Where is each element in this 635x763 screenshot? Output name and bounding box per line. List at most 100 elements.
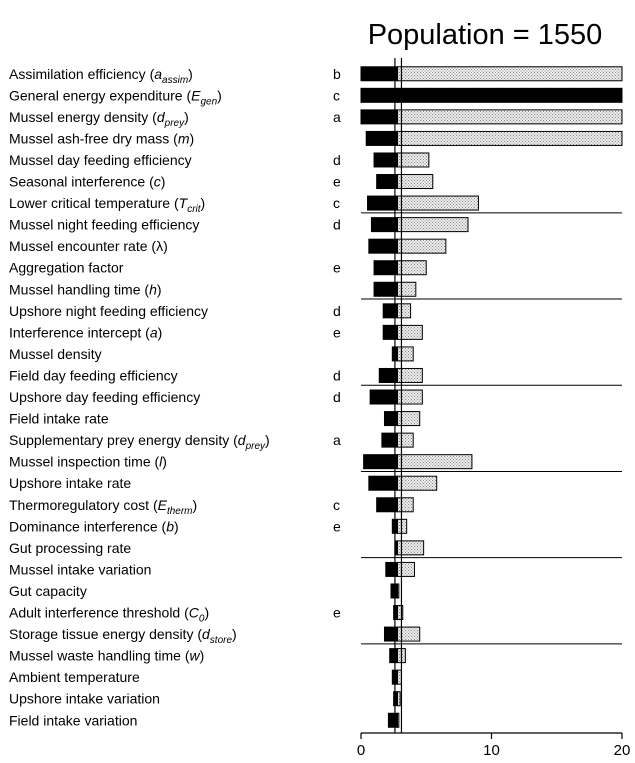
parameter-label: Lower critical temperature (Tcrit) [9, 195, 205, 215]
parameter-subscript: prey [164, 118, 185, 129]
parameter-label: Thermoregulatory cost (Etherm) [9, 497, 197, 517]
x-axis: 0 10 20 [357, 732, 630, 759]
group-letter: c [333, 87, 340, 103]
increase-bar [397, 626, 421, 642]
parameter-label: Mussel intake variation [9, 561, 151, 577]
parameter-label-text: Ambient temperature [9, 669, 140, 685]
parameter-label-text: General energy expenditure ( [9, 87, 191, 103]
x-tick-label: 10 [483, 742, 500, 759]
parameter-label: Aggregation factor [9, 260, 124, 276]
parameter-symbol: h [149, 281, 157, 297]
parameter-label: Seasonal interference (c) [9, 174, 165, 190]
parameter-label-text: Adult interference threshold ( [9, 605, 189, 621]
parameter-symbol: d [238, 432, 247, 448]
parameter-label: Mussel day feeding efficiency [9, 152, 192, 168]
group-letter: d [333, 217, 341, 233]
group-letter: d [333, 389, 341, 405]
parameter-label-text: Upshore intake variation [9, 691, 160, 707]
parameter-label: Field intake rate [9, 411, 109, 427]
parameter-label-text: Thermoregulatory cost ( [9, 497, 158, 513]
decrease-bar [370, 217, 399, 233]
parameter-close: ) [174, 518, 179, 534]
parameter-label: Mussel inspection time (l) [9, 454, 167, 470]
parameter-subscript: crit [187, 204, 202, 215]
increase-bar [397, 66, 623, 82]
parameter-symbol: a [154, 66, 162, 82]
parameter-close: ) [157, 281, 162, 297]
decrease-bar [397, 87, 623, 103]
increase-bar [397, 475, 438, 491]
increase-bar [397, 281, 417, 297]
parameter-symbol: w [190, 648, 201, 664]
increase-bar [397, 712, 400, 728]
parameter-close: ) [188, 66, 193, 82]
decrease-bar [368, 475, 399, 491]
increase-bar [397, 174, 434, 190]
group-letter: d [333, 367, 341, 383]
parameter-subscript: 0 [199, 614, 205, 625]
decrease-bar [389, 648, 399, 664]
parameter-close: ) [265, 432, 270, 448]
decrease-bar [383, 626, 399, 642]
group-letter: e [333, 174, 341, 190]
parameter-symbol: b [166, 518, 174, 534]
group-letter: e [333, 518, 341, 534]
decrease-bar [373, 152, 399, 168]
parameter-label: Mussel night feeding efficiency [9, 217, 199, 233]
decrease-bar [373, 260, 399, 276]
group-letter: e [333, 260, 341, 276]
parameter-symbol: C [189, 605, 200, 621]
increase-bar [397, 346, 414, 362]
parameter-label-text: Upshore intake rate [9, 475, 131, 491]
parameter-label-text: Storage tissue energy density ( [9, 626, 202, 642]
decrease-bar [368, 238, 399, 254]
decrease-bar [373, 281, 399, 297]
increase-bar [397, 367, 423, 383]
parameter-label: Mussel encounter rate (λ) [9, 238, 168, 254]
increase-bar [397, 324, 423, 340]
parameter-close: ) [232, 626, 237, 642]
parameter-label-text: Seasonal interference ( [9, 174, 154, 190]
decrease-bar [393, 605, 399, 621]
decrease-bar [390, 583, 399, 599]
parameter-label-text: Gut processing rate [9, 540, 131, 556]
increase-bar [397, 605, 404, 621]
decrease-bar [360, 66, 399, 82]
parameter-subscript: prey [245, 441, 266, 452]
increase-bar [397, 454, 473, 470]
parameter-label-text: Mussel night feeding efficiency [9, 217, 199, 233]
x-tick-label: 0 [357, 742, 365, 759]
parameter-label: Mussel waste handling time (w) [9, 648, 204, 664]
parameter-label-text: Mussel handling time ( [9, 281, 149, 297]
group-letter: a [333, 432, 341, 448]
increase-bar [397, 518, 408, 534]
group-letter: e [333, 324, 341, 340]
increase-bar [397, 691, 401, 707]
increase-bar [397, 303, 412, 319]
increase-bar [397, 109, 623, 125]
parameter-label: Mussel density [9, 346, 102, 362]
parameter-label: Field intake variation [9, 712, 137, 728]
parameter-label: Upshore intake rate [9, 475, 131, 491]
group-letter: d [333, 152, 341, 168]
parameter-label: Adult interference threshold (C0) [9, 605, 209, 625]
parameter-subscript: assim [162, 75, 188, 86]
parameter-close: ) [161, 174, 166, 190]
group-letter: d [333, 303, 341, 319]
parameter-subscript: therm [167, 506, 193, 517]
parameter-label: Upshore intake variation [9, 691, 160, 707]
increase-bar [397, 130, 623, 146]
parameter-label: Mussel energy density (dprey) [9, 109, 189, 129]
parameter-label-text: Mussel day feeding efficiency [9, 152, 192, 168]
parameter-symbol: c [154, 174, 161, 190]
increase-bar [397, 195, 479, 211]
parameter-close: ) [200, 648, 205, 664]
decrease-bar [365, 130, 399, 146]
parameter-label: Upshore night feeding efficiency [9, 303, 208, 319]
parameter-label: Interference intercept (a) [9, 324, 162, 340]
parameter-label-text: Dominance interference ( [9, 518, 167, 534]
parameter-close: ) [190, 130, 195, 146]
parameter-label-text: Supplementary prey energy density ( [9, 432, 238, 448]
parameter-symbol: d [202, 626, 211, 642]
